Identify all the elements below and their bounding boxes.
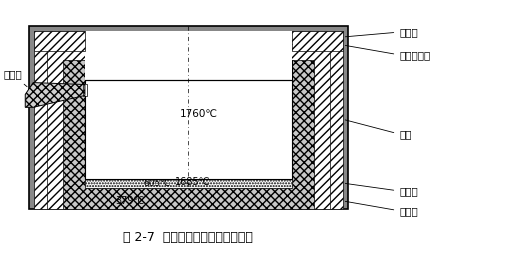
- Bar: [29, 26, 348, 209]
- Text: 379℃: 379℃: [116, 196, 145, 206]
- Bar: [85, 178, 292, 187]
- Text: 图 2-7  电炉的一种合理的炉衬结构: 图 2-7 电炉的一种合理的炉衬结构: [124, 230, 253, 244]
- Text: 耐火黏土砖: 耐火黏土砖: [345, 45, 431, 60]
- Bar: [34, 31, 85, 51]
- Bar: [292, 31, 342, 51]
- Polygon shape: [25, 83, 85, 107]
- Text: 打结料: 打结料: [4, 70, 27, 87]
- Text: 1685℃: 1685℃: [175, 177, 210, 187]
- Bar: [85, 31, 292, 80]
- Text: 1760℃: 1760℃: [180, 109, 218, 119]
- Text: 隔热层: 隔热层: [345, 201, 418, 216]
- Text: 炭黑层: 炭黑层: [345, 183, 418, 196]
- Bar: [85, 60, 292, 178]
- Bar: [63, 60, 314, 209]
- Text: 填充层: 填充层: [346, 27, 418, 37]
- Bar: [83, 84, 87, 96]
- Text: 炭砖: 炭砖: [345, 120, 411, 139]
- Bar: [83, 84, 87, 96]
- Bar: [34, 31, 342, 209]
- Bar: [47, 44, 330, 209]
- Text: 605℃: 605℃: [144, 178, 171, 188]
- Bar: [85, 80, 292, 178]
